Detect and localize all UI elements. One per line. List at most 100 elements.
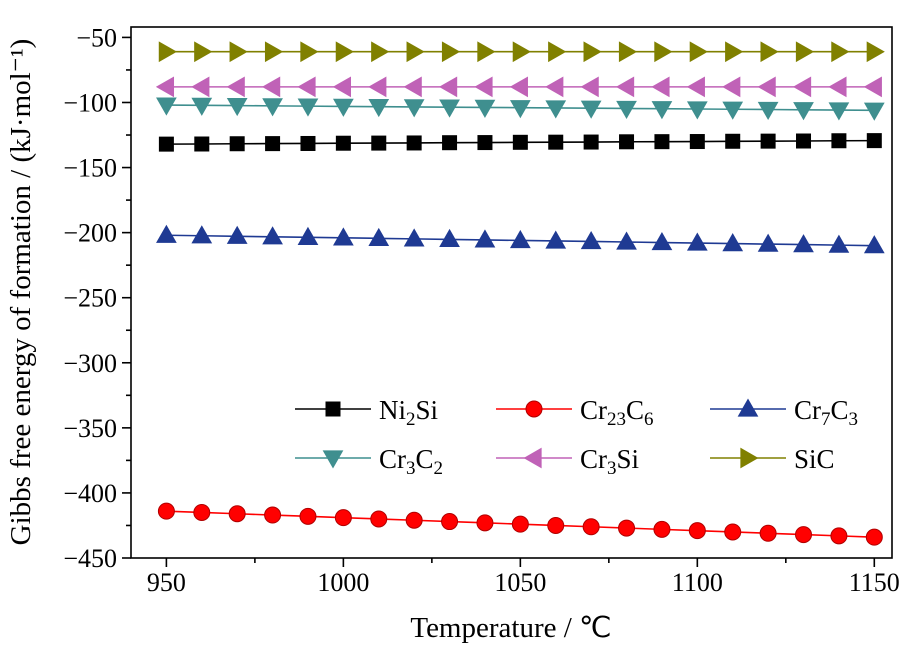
data-point xyxy=(229,136,245,152)
data-point xyxy=(474,99,496,118)
legend-entry: Ni2Si xyxy=(295,395,438,430)
data-point xyxy=(368,99,390,118)
data-point xyxy=(863,76,882,98)
data-point xyxy=(548,41,567,63)
data-point xyxy=(545,230,567,249)
data-point xyxy=(509,76,528,98)
data-point xyxy=(795,526,813,544)
legend-marker xyxy=(740,447,759,469)
data-point xyxy=(264,506,282,524)
data-point xyxy=(265,136,281,152)
data-point xyxy=(299,507,317,525)
data-point xyxy=(686,76,705,98)
data-point xyxy=(831,133,847,149)
data-point xyxy=(654,41,673,63)
y-tick-label: −350 xyxy=(63,414,117,443)
data-point xyxy=(158,136,174,152)
data-point xyxy=(616,231,637,250)
data-point xyxy=(300,41,319,63)
data-point xyxy=(795,41,815,63)
data-point xyxy=(512,134,528,150)
data-point xyxy=(616,76,635,98)
data-point xyxy=(477,135,493,151)
legend-label: Cr23C6 xyxy=(580,395,654,430)
data-point xyxy=(760,41,779,63)
data-point xyxy=(618,41,638,63)
data-point xyxy=(722,101,744,120)
data-point xyxy=(580,100,602,119)
data-point xyxy=(831,41,850,63)
data-point xyxy=(226,225,248,244)
data-point xyxy=(865,528,883,546)
data-point xyxy=(442,135,458,151)
data-point xyxy=(757,233,779,252)
data-point xyxy=(793,234,814,253)
legend-label: Cr3C2 xyxy=(379,444,443,479)
legend-marker xyxy=(523,447,542,469)
y-axis-title: Gibbs free energy of formation / (kJ·mol… xyxy=(5,39,37,546)
data-point xyxy=(759,524,777,542)
data-point xyxy=(724,523,742,541)
legend-entry: SiC xyxy=(710,444,835,474)
data-point xyxy=(828,76,847,98)
y-tick-label: −150 xyxy=(63,154,117,183)
data-point xyxy=(793,76,812,98)
data-point xyxy=(439,228,460,248)
data-point xyxy=(262,76,281,98)
plot-frame xyxy=(130,26,893,559)
legend-label: SiC xyxy=(794,444,835,474)
legend-entry: Cr23C6 xyxy=(496,395,654,430)
data-point xyxy=(580,76,599,98)
data-point xyxy=(722,233,744,252)
data-point xyxy=(191,76,210,98)
data-point xyxy=(722,76,741,98)
data-point xyxy=(757,76,776,98)
x-tick-label: 950 xyxy=(147,568,186,597)
data-point xyxy=(477,41,496,63)
data-point xyxy=(297,98,319,117)
data-point xyxy=(226,97,248,117)
y-tick-label: −450 xyxy=(63,544,117,573)
data-point xyxy=(619,134,635,150)
data-point xyxy=(688,522,706,540)
data-point xyxy=(335,41,354,63)
data-point xyxy=(193,503,211,521)
data-point xyxy=(156,97,177,116)
data-point xyxy=(403,228,425,247)
legend-marker xyxy=(325,401,341,417)
data-point xyxy=(511,515,529,533)
data-point xyxy=(368,227,390,246)
data-point xyxy=(863,102,885,121)
data-point xyxy=(334,509,352,527)
data-point xyxy=(406,41,425,63)
legend-label: Cr3Si xyxy=(580,444,639,479)
data-point xyxy=(191,225,213,244)
data-point xyxy=(300,135,316,151)
data-point xyxy=(725,41,744,63)
data-point xyxy=(439,76,458,98)
data-point xyxy=(157,502,175,520)
data-point xyxy=(262,226,283,245)
data-point xyxy=(370,510,388,528)
x-tick-label: 1050 xyxy=(494,568,546,597)
data-point xyxy=(653,520,671,538)
data-point xyxy=(686,101,708,120)
x-axis-ticks: 950 1000 1050 1100 1150 xyxy=(147,558,900,597)
legend-marker xyxy=(737,398,759,417)
data-point xyxy=(548,134,564,150)
data-point xyxy=(828,234,850,253)
y-tick-label: −50 xyxy=(76,23,117,52)
data-point xyxy=(406,135,422,151)
y-tick-label: −300 xyxy=(63,349,117,378)
data-point xyxy=(509,229,531,249)
x-tick-label: 1000 xyxy=(317,568,369,597)
data-point xyxy=(583,134,599,150)
data-point xyxy=(583,41,602,63)
data-point xyxy=(863,235,885,254)
series-5 xyxy=(155,76,882,98)
y-tick-label: −400 xyxy=(63,479,117,508)
data-point xyxy=(371,41,390,63)
data-point xyxy=(651,76,670,98)
data-point xyxy=(441,41,461,63)
